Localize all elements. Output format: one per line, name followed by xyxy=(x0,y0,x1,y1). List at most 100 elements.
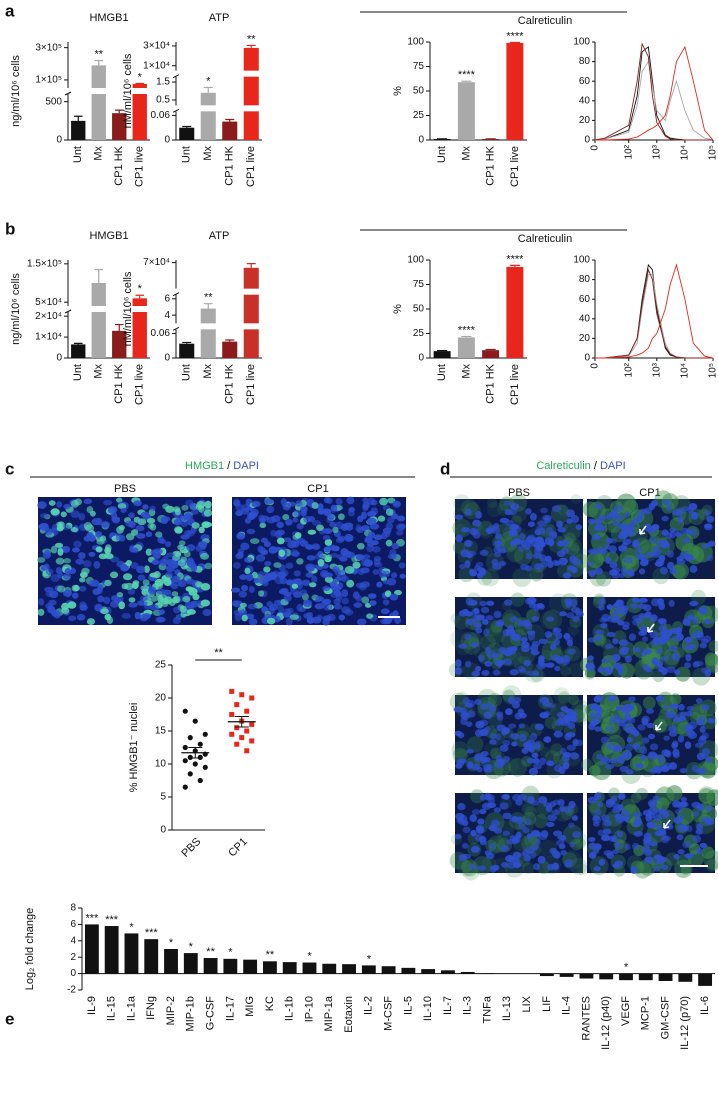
x-tick-label: IL-12 (p40) xyxy=(600,996,612,1050)
nucleus xyxy=(680,527,690,534)
y-tick-label: 10 xyxy=(155,759,167,770)
nucleus xyxy=(526,833,533,840)
nucleus xyxy=(392,610,399,618)
nucleus xyxy=(333,603,342,610)
nucleus xyxy=(332,566,340,573)
cytoplasm xyxy=(634,861,652,879)
nucleus xyxy=(204,522,213,528)
nucleus xyxy=(485,615,494,621)
x-tick-label: IL-1b xyxy=(284,996,296,1021)
nucleus xyxy=(515,799,523,806)
nucleus xyxy=(491,652,501,659)
nucleus xyxy=(547,560,554,568)
nucleus xyxy=(173,518,182,526)
nucleus xyxy=(557,527,566,533)
nucleus xyxy=(477,865,486,871)
nucleus xyxy=(616,831,624,838)
nucleus xyxy=(50,573,60,582)
nucleus xyxy=(362,501,370,510)
cytoplasm xyxy=(511,515,523,527)
error-bar xyxy=(246,263,256,268)
nucleus xyxy=(78,513,86,521)
data-point xyxy=(197,754,203,761)
nucleus xyxy=(372,546,381,553)
significance: * xyxy=(624,962,629,974)
nucleus xyxy=(512,525,522,533)
nucleus xyxy=(535,539,544,548)
nucleus xyxy=(283,537,292,543)
nucleus xyxy=(457,732,465,739)
nucleus xyxy=(303,612,312,619)
nucleus xyxy=(672,752,680,759)
nucleus xyxy=(301,592,309,601)
nucleus xyxy=(461,820,469,827)
nucleus xyxy=(156,616,166,623)
nucleus xyxy=(484,850,492,856)
nucleus xyxy=(291,578,299,585)
nucleus xyxy=(618,792,626,800)
significance: * xyxy=(367,953,372,965)
nucleus xyxy=(64,568,72,575)
nucleus xyxy=(100,521,111,528)
data-point xyxy=(244,708,250,714)
nucleus xyxy=(130,562,139,570)
nucleus xyxy=(560,849,567,856)
nucleus xyxy=(150,549,160,556)
y-tick-label: 0 xyxy=(70,968,76,979)
y-tick-label: 60 xyxy=(579,76,591,87)
nucleus xyxy=(276,537,285,545)
nucleus xyxy=(632,742,641,750)
bar xyxy=(222,121,238,140)
nucleus xyxy=(237,551,244,558)
bar-break xyxy=(242,70,260,77)
x-tick-label: IP-10 xyxy=(303,996,315,1022)
nucleus xyxy=(559,805,567,812)
nucleus xyxy=(600,623,608,629)
nucleus xyxy=(687,506,694,514)
nucleus xyxy=(546,616,555,622)
nucleus xyxy=(171,575,181,583)
bar xyxy=(322,963,337,974)
nucleus xyxy=(540,507,548,514)
nucleus xyxy=(634,815,641,822)
nucleus xyxy=(543,711,551,717)
cytoplasm xyxy=(477,688,498,709)
nucleus xyxy=(588,836,596,843)
y-tick-label: 3×10⁵ xyxy=(35,42,62,53)
nucleus xyxy=(337,513,345,521)
nucleus xyxy=(93,561,101,569)
bar-break xyxy=(90,88,107,94)
nucleus xyxy=(493,807,502,813)
y-tick-label: 25 xyxy=(413,328,425,339)
nucleus xyxy=(474,753,484,761)
error-bar xyxy=(182,125,192,128)
nucleus xyxy=(669,530,676,539)
nucleus xyxy=(178,579,187,588)
nucleus xyxy=(637,512,645,519)
nucleus xyxy=(306,566,315,572)
nucleus xyxy=(613,744,622,753)
nucleus xyxy=(671,653,680,661)
cytoplasm xyxy=(515,645,536,665)
y-axis-label: nM/ml/10⁶ cells xyxy=(122,53,134,128)
nucleus xyxy=(145,531,153,538)
nucleus xyxy=(658,625,667,633)
nucleus xyxy=(674,531,682,537)
nucleus xyxy=(575,611,585,618)
nucleus xyxy=(640,625,649,634)
x-tick-label: Unt xyxy=(181,364,193,381)
nucleus xyxy=(249,538,260,544)
nucleus xyxy=(481,669,490,676)
nucleus xyxy=(259,522,267,529)
nucleus xyxy=(120,507,127,513)
nucleus xyxy=(553,764,563,773)
nucleus xyxy=(493,827,503,834)
nucleus xyxy=(611,654,621,662)
cytoplasm xyxy=(453,494,471,512)
y-tick-label: 5×10⁴ xyxy=(35,297,62,308)
cytoplasm xyxy=(514,546,533,566)
data-point xyxy=(182,784,188,790)
nucleus xyxy=(552,627,559,636)
nucleus xyxy=(147,586,157,595)
